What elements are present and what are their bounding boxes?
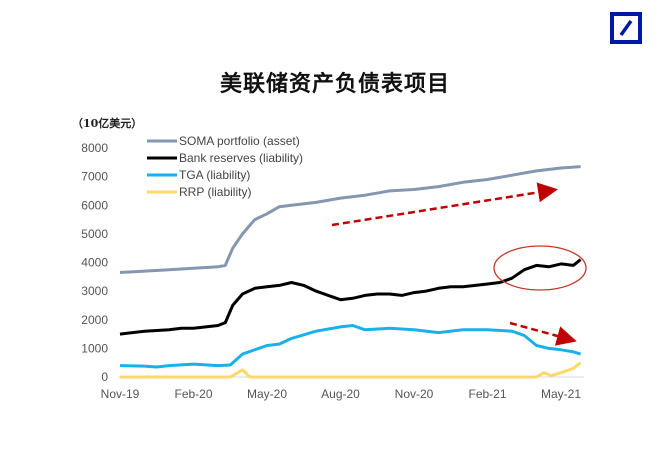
y-axis-unit: （10亿美元） [72,116,142,130]
y-tick-label: 2000 [81,313,108,327]
y-tick-label: 5000 [81,227,108,241]
x-tick-label: Aug-20 [321,387,360,401]
chart-title: 美联储资产负债表项目 [219,71,450,97]
highlight-ellipse [493,245,587,291]
series-line-1 [119,258,582,336]
series-line-3 [120,361,582,379]
x-tick-label: Feb-21 [468,387,506,401]
y-tick-label: 6000 [81,198,108,212]
trend-arrow-down [509,321,577,346]
x-tick-label: Nov-19 [101,387,140,401]
series-line-0 [119,165,581,274]
legend-label: SOMA portfolio (asset) [179,134,300,148]
y-tick-label: 3000 [81,284,108,298]
x-tick-label: May-20 [247,387,287,401]
legend-label: TGA (liability) [179,168,250,182]
x-tick-label: Nov-20 [395,387,434,401]
x-tick-label: Feb-20 [174,387,212,401]
y-tick-label: 4000 [81,256,108,270]
trend-arrow-up [331,182,558,227]
y-tick-label: 1000 [81,341,108,355]
series-line-2 [119,324,582,369]
y-tick-label: 0 [101,370,108,384]
y-tick-label: 7000 [81,170,108,184]
deutsche-bank-logo [610,12,642,44]
legend-label: RRP (liability) [179,185,251,199]
legend-label: Bank reserves (liability) [179,151,303,165]
x-tick-label: May-21 [541,387,581,401]
y-tick-label: 8000 [81,141,108,155]
